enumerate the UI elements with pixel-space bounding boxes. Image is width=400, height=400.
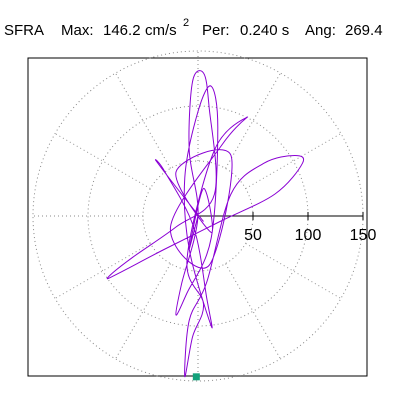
peak-marker-layer [192,373,200,381]
grid-spoke-60 [225,72,281,169]
radial-tick-label-150: 150 [350,227,377,244]
header-station: SFRA [4,22,44,39]
header-period-label: Per: [202,22,230,39]
peak-marker [192,373,200,381]
radial-tick-label-50: 50 [244,227,262,244]
grid-spoke-150 [54,133,151,189]
header-period-value: 0.240 s [240,22,289,39]
header-max-label: Max: [61,22,94,39]
grid-spoke-330 [245,243,342,299]
chart-header: SFRA Max: 146.2 cm/s 2 Per: 0.240 s Ang:… [4,17,383,39]
grid-spoke-210 [54,243,151,299]
header-angle-value: 269.4 [345,22,383,39]
header-max-unit: cm/s [145,22,177,39]
header-max-value: 146.2 [103,22,141,39]
grid-spoke-240 [115,263,171,360]
header-max-unit-exponent: 2 [183,17,189,29]
trace-path [106,70,305,378]
grid-spoke-300 [225,263,281,360]
header-angle-label: Ang: [305,22,336,39]
trajectory-trace [106,70,305,378]
radial-tick-label-100: 100 [295,227,322,244]
